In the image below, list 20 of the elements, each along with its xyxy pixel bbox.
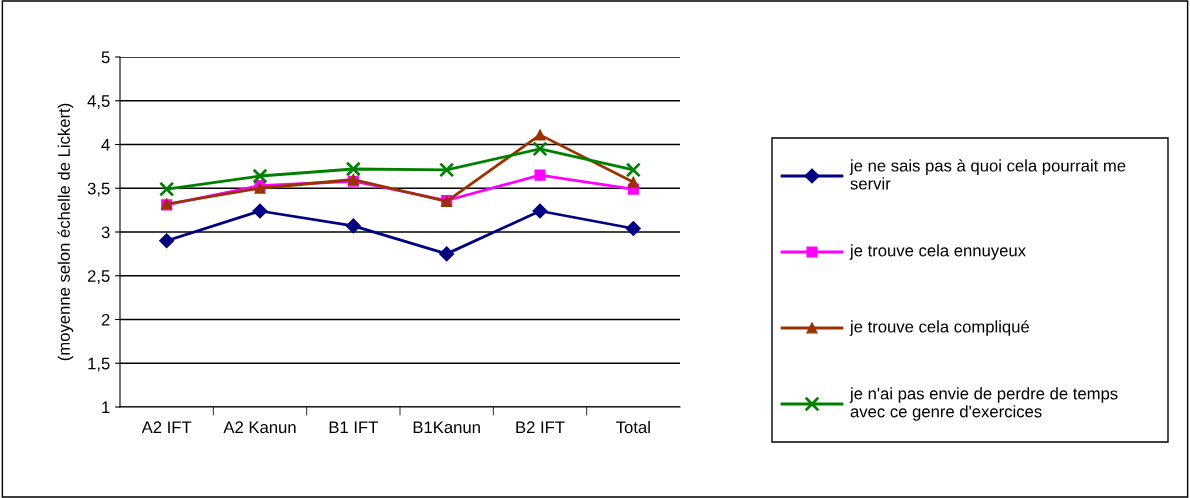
y-tick-label: 1 (102, 401, 110, 414)
x-tick-label: B1 IFT (329, 421, 378, 433)
y-tick-label: 4 (101, 139, 110, 151)
legend-label: je trouve cela compliqué (849, 320, 1029, 336)
y-tick-label: 3 (101, 226, 110, 239)
legend-label: je trouve cela ennuyeux (849, 244, 1026, 260)
x-tick-label: B1Kanun (413, 421, 480, 434)
x-tick-label: A2 Kanun (223, 421, 296, 434)
y-axis-title: (moyenne selon échelle de Lickert) (57, 103, 74, 361)
x-tick-label: A2 IFT (141, 421, 192, 433)
y-tick-label: 4,5 (87, 95, 110, 109)
y-tick-label: 2 (101, 313, 110, 326)
y-tick-label: 1,5 (88, 357, 110, 372)
y-tick-label: 2,5 (87, 270, 110, 284)
legend-label: je n'ai pas envie de perdre de temps avec ce genre d'exercices (849, 387, 1118, 421)
x-tick-label: B2 IFT (516, 421, 565, 433)
y-tick-label: 3,5 (87, 182, 110, 197)
x-tick-label: Total (616, 420, 650, 434)
legend-label: je ne sais pas à quoi cela pourrait me servir (849, 159, 1126, 190)
y-tick-label: 5 (101, 51, 110, 64)
